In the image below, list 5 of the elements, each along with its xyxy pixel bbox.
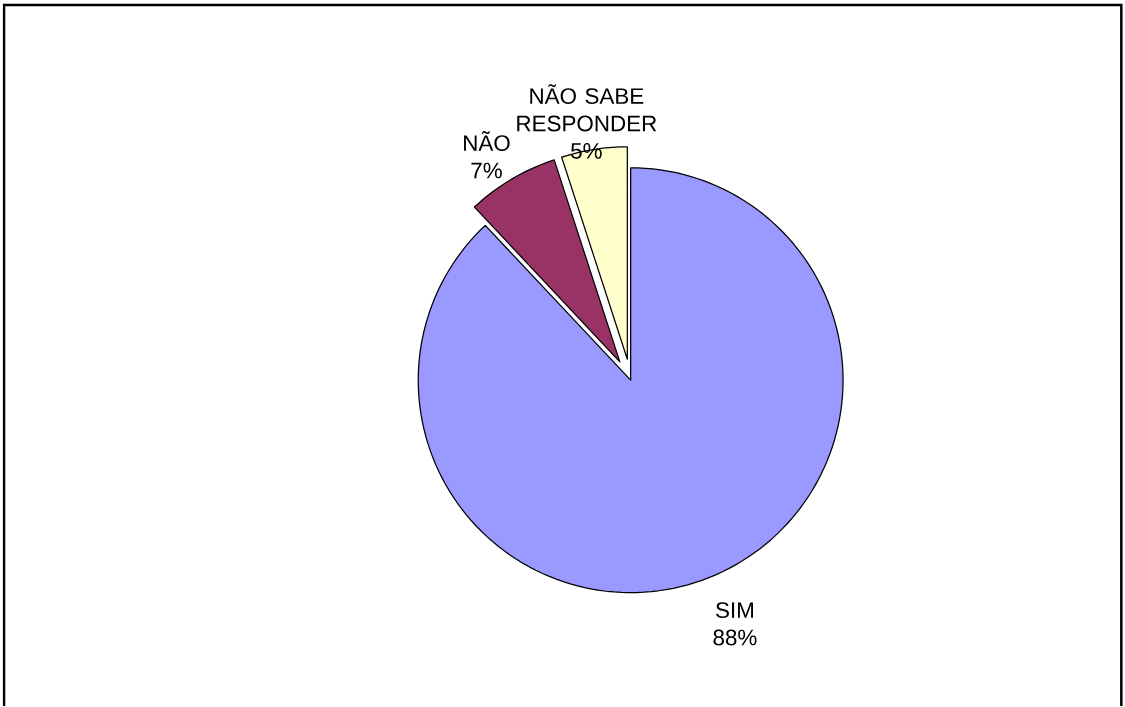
slice-label: NÃO [464,131,510,151]
slice-label: SIM [716,602,753,618]
data-label: 7% [471,162,502,179]
data-label: 88% [713,629,757,646]
slice-label: NÃO SABE RESPONDER [517,84,657,132]
